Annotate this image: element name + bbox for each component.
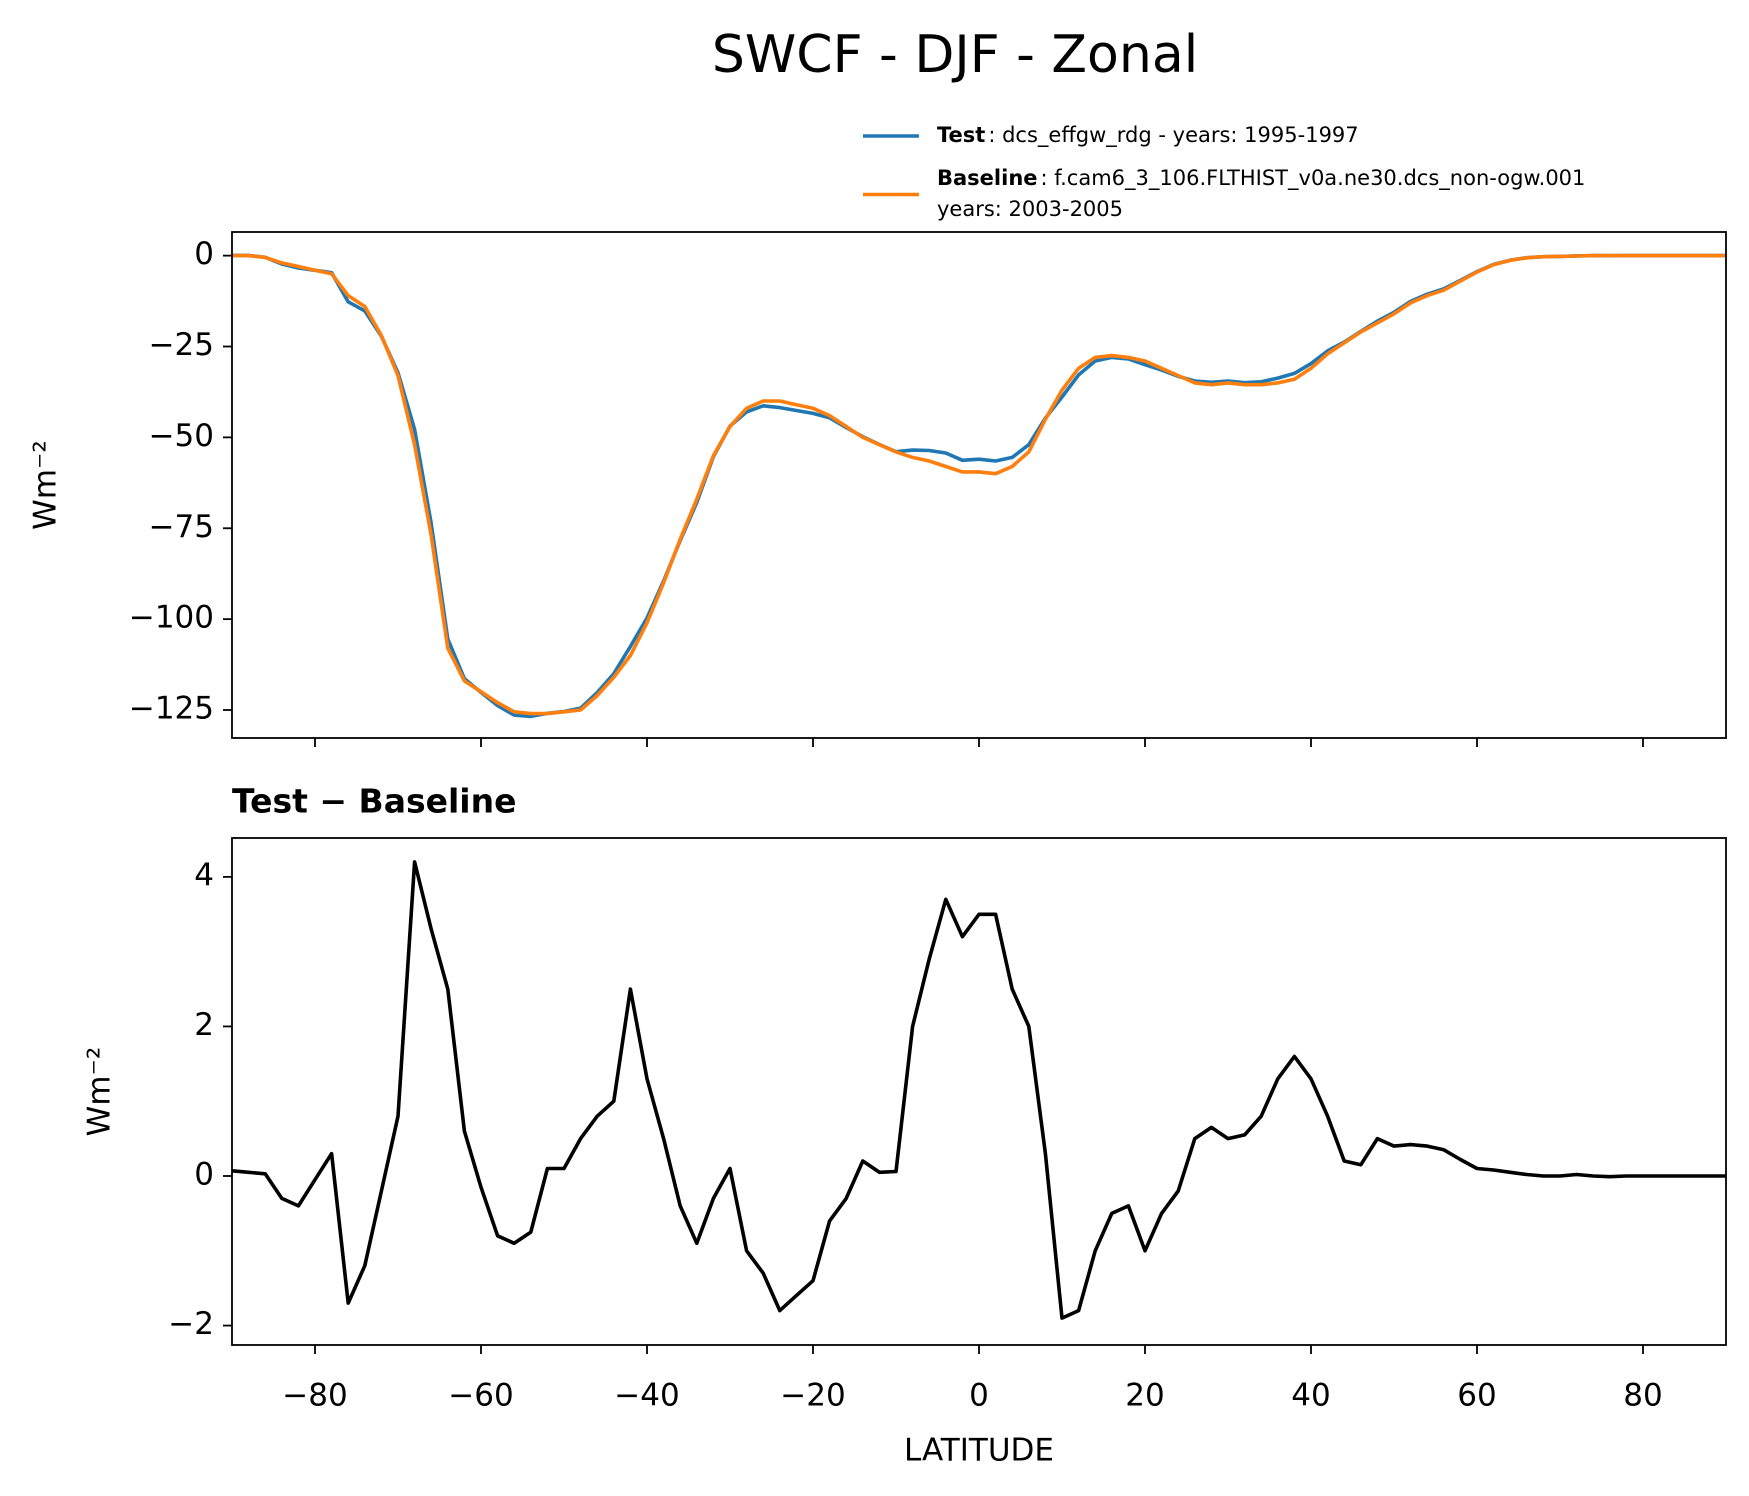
legend-name: Test [937,123,985,147]
axes-title: Test − Baseline [232,782,517,821]
data-line [232,253,1726,716]
y-tick-label: 0 [194,236,214,272]
x-tick-label: −20 [780,1378,845,1414]
y-tick-label: −2 [168,1306,214,1342]
y-tick-label: −125 [129,691,214,727]
legend-description: : f.cam6_3_106.FLTHIST_v0a.ne30.dcs_non-… [1041,166,1586,191]
y-tick-label: 0 [194,1157,214,1193]
y-tick-label: −100 [129,600,214,636]
x-tick-label: 40 [1291,1378,1330,1414]
figure-title: SWCF - DJF - Zonal [712,25,1198,85]
legend-description: : dcs_effgw_rdg - years: 1995-1997 [988,123,1358,148]
y-tick-label: −50 [149,418,214,454]
y-axis-label: Wm⁻² [82,1047,118,1137]
y-tick-label: 2 [194,1007,214,1043]
x-tick-label: 20 [1125,1378,1164,1414]
y-tick-label: 4 [194,857,214,893]
y-tick-label: −75 [149,509,214,545]
x-axis-label: LATITUDE [904,1433,1054,1469]
legend-name: Baseline [937,166,1038,190]
x-tick-label: 0 [969,1378,989,1414]
x-tick-label: −40 [614,1378,679,1414]
y-axis-label: Wm⁻² [28,440,64,530]
x-tick-label: −80 [282,1378,347,1414]
x-tick-label: 60 [1457,1378,1496,1414]
x-tick-label: −60 [448,1378,513,1414]
y-tick-label: −25 [149,327,214,363]
data-line [232,860,1726,1320]
legend-description: years: 2003-2005 [937,197,1123,221]
x-tick-label: 80 [1623,1378,1662,1414]
